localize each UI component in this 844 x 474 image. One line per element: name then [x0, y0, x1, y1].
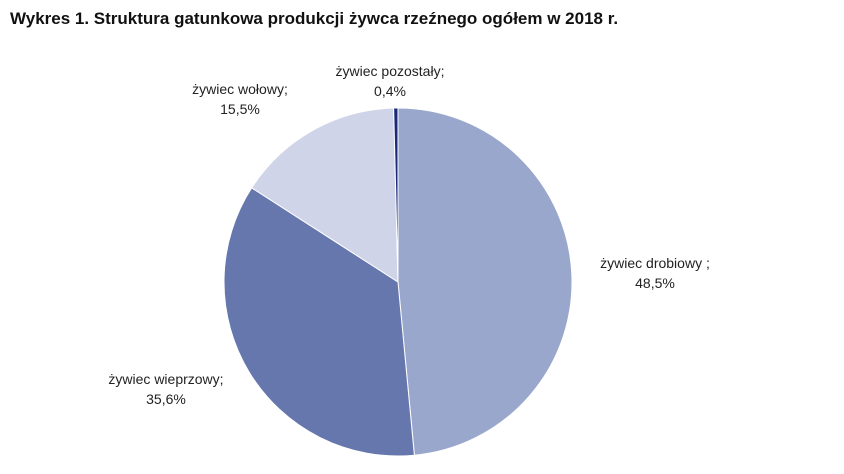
slice-name-label: żywiec wieprzowy; [108, 371, 223, 387]
slice-value-label: 0,4% [374, 83, 406, 99]
slice-name-label: żywiec drobiowy ; [600, 255, 710, 271]
pie-slice [393, 107, 399, 283]
slice-name-label: żywiec pozostały; [336, 63, 445, 79]
slice-labels: żywiec drobiowy ; 48,5% żywiec wieprzowy; 3… [108, 63, 709, 407]
chart-title: Wykres 1. Struktura gatunkowa produkcji … [10, 9, 619, 28]
pie-slices [223, 107, 573, 457]
pie-slice [223, 187, 415, 457]
slice-value-label: 15,5% [220, 101, 260, 117]
slice-value-label: 48,5% [635, 275, 675, 291]
slice-name-label: żywiec wołowy; [192, 81, 288, 97]
pie-slice [397, 107, 573, 456]
pie-slice [250, 107, 399, 283]
slice-value-label: 35,6% [146, 391, 186, 407]
